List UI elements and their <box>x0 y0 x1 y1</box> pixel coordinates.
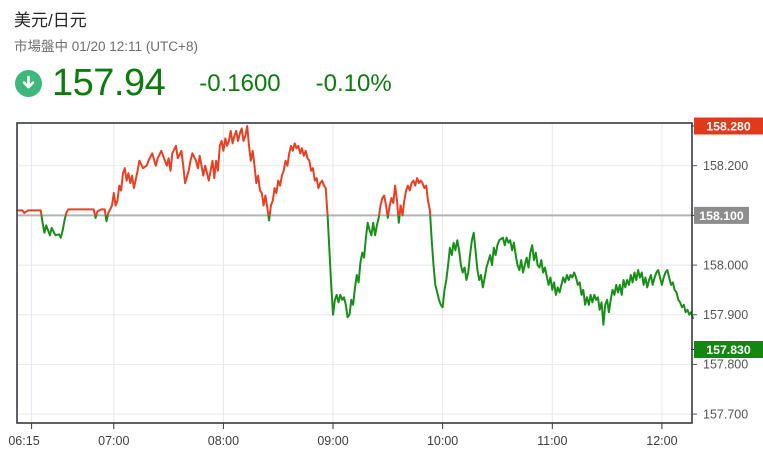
session-low-badge <box>694 341 763 358</box>
y-axis-label: 158.200 <box>703 159 748 173</box>
y-axis-label: 157.700 <box>703 407 748 421</box>
x-axis-label: 07:00 <box>98 434 129 448</box>
x-axis-label: 10:00 <box>427 434 458 448</box>
x-axis-label: 11:00 <box>537 434 567 448</box>
price-row: 157.94 -0.1600 -0.10% <box>14 62 392 105</box>
last-price: 157.94 <box>52 62 166 104</box>
y-axis-label: 157.800 <box>703 358 748 372</box>
session-high-badge <box>694 117 763 135</box>
session-low-badge-value: 157.830 <box>706 343 751 357</box>
session-high-badge-value: 158.280 <box>706 119 751 133</box>
plot-border <box>16 122 693 424</box>
price-line-above-close <box>16 125 432 216</box>
x-axis-label: 12:00 <box>646 434 677 448</box>
price-change-percent: -0.10% <box>315 69 392 97</box>
previous-close-badge <box>694 206 749 224</box>
price-change: -0.1600 <box>199 69 281 97</box>
x-axis-label: 09:00 <box>317 434 348 448</box>
price-line-below-close <box>40 215 694 326</box>
x-axis-label: 06:15 <box>8 434 39 448</box>
y-axis-label: 157.900 <box>703 308 748 322</box>
y-axis-label: 158.000 <box>703 258 748 272</box>
previous-close-badge-value: 158.100 <box>699 209 744 223</box>
x-axis-label: 08:00 <box>208 434 239 448</box>
arrow-down-circle-icon <box>14 69 43 98</box>
market-status: 市場盤中 01/20 12:11 (UTC+8) <box>14 39 198 54</box>
page-title: 美元/日元 <box>14 11 87 30</box>
